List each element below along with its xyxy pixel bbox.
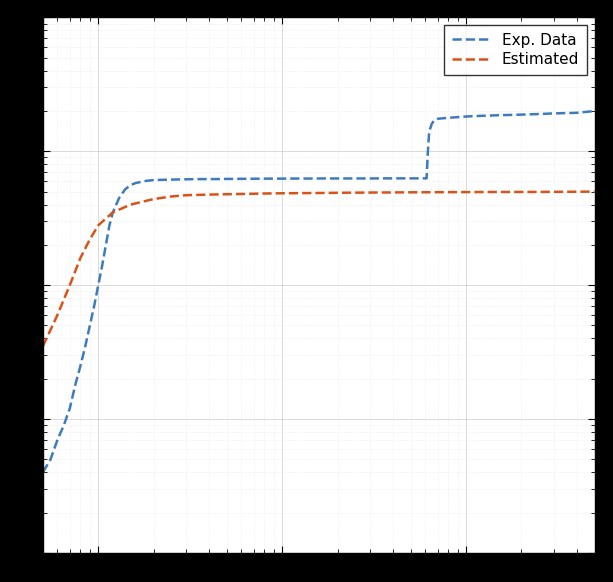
Estimated xyxy=(77,254,84,261)
Estimated xyxy=(250,190,257,197)
Estimated xyxy=(366,189,373,196)
Estimated xyxy=(495,189,502,196)
Estimated xyxy=(150,196,158,203)
Exp. Data xyxy=(91,303,98,310)
Exp. Data xyxy=(591,108,598,115)
Estimated xyxy=(66,282,74,289)
Estimated xyxy=(261,190,268,197)
Estimated xyxy=(518,189,525,196)
Line: Estimated: Estimated xyxy=(43,191,595,346)
Estimated xyxy=(94,222,102,229)
Exp. Data xyxy=(39,469,47,476)
Exp. Data xyxy=(77,362,84,369)
Exp. Data xyxy=(422,175,429,182)
Estimated xyxy=(407,189,414,196)
Estimated xyxy=(389,189,397,196)
Estimated xyxy=(270,190,278,197)
Estimated xyxy=(334,189,341,196)
Line: Exp. Data: Exp. Data xyxy=(43,111,595,473)
Estimated xyxy=(434,189,441,196)
Estimated xyxy=(462,189,470,196)
Exp. Data xyxy=(278,175,286,182)
Estimated xyxy=(127,201,134,208)
Estimated xyxy=(86,236,94,243)
Estimated xyxy=(238,190,245,197)
Exp. Data xyxy=(54,436,61,443)
Estimated xyxy=(278,190,286,197)
Legend: Exp. Data, Estimated: Exp. Data, Estimated xyxy=(444,25,587,75)
Exp. Data xyxy=(115,194,123,201)
Estimated xyxy=(109,209,116,216)
Estimated xyxy=(182,191,189,198)
Estimated xyxy=(39,343,47,350)
Estimated xyxy=(223,191,230,198)
Estimated xyxy=(550,189,557,196)
Estimated xyxy=(54,311,61,318)
Estimated xyxy=(205,191,213,198)
Estimated xyxy=(168,193,175,200)
Estimated xyxy=(311,190,318,197)
Estimated xyxy=(591,188,598,195)
